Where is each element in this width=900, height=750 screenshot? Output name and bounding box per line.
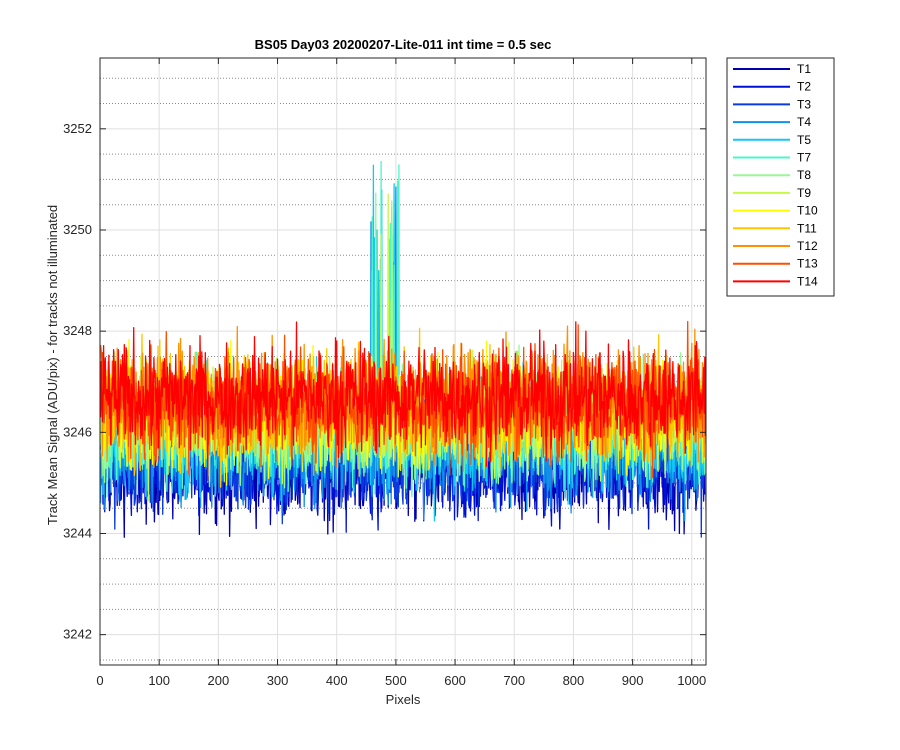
y-tick-labels: 3242 3244 3246 3248 3250 3252	[63, 121, 92, 642]
legend-label: T2	[797, 80, 811, 94]
legend-label: T8	[797, 168, 811, 182]
plot-background	[100, 58, 706, 665]
x-tick-label: 0	[96, 673, 103, 688]
axes	[99, 57, 707, 666]
x-tick-label: 1000	[677, 673, 706, 688]
x-tick-label: 500	[385, 673, 407, 688]
legend-label: T10	[797, 204, 818, 218]
x-axis-label: Pixels	[386, 692, 421, 707]
legend-label: T13	[797, 257, 818, 271]
x-tick-label: 400	[326, 673, 348, 688]
legend-label: T3	[797, 97, 811, 111]
x-tick-label: 700	[503, 673, 525, 688]
x-tick-label: 300	[267, 673, 289, 688]
x-tick-label: 100	[148, 673, 170, 688]
legend-label: T9	[797, 186, 811, 200]
x-tick-labels: 0 100 200 300 400 500 600 700 800 900 1000	[96, 673, 706, 688]
series-line-T14	[100, 321, 706, 482]
chart-title: BS05 Day03 20200207-Lite-011 int time = …	[255, 37, 552, 52]
y-tick-label: 3248	[63, 323, 92, 338]
legend-label: T11	[797, 221, 817, 235]
legend-label: T14	[797, 274, 818, 288]
y-axis-label: Track Mean Signal (ADU/pix) - for tracks…	[45, 205, 60, 525]
x-tick-label: 800	[563, 673, 585, 688]
y-tick-label: 3246	[63, 424, 92, 439]
legend-box	[726, 57, 835, 297]
x-tick-label: 600	[444, 673, 466, 688]
legend-label: T1	[797, 62, 811, 76]
plot-frame	[99, 57, 707, 666]
y-tick-label: 3252	[63, 121, 92, 136]
legend-label: T12	[797, 239, 818, 253]
series-lines	[100, 160, 706, 538]
legend-label: T5	[797, 133, 811, 147]
y-tick-label: 3244	[63, 525, 92, 540]
x-tick-label: 900	[622, 673, 644, 688]
legend-label: T4	[797, 115, 811, 129]
legend: T1 T2 T3 T4 T5 T7 T8 T9 T10 T11 T12 T13 T14	[726, 57, 835, 297]
legend-label: T7	[797, 151, 811, 165]
y-tick-label: 3242	[63, 627, 92, 642]
x-tick-label: 200	[208, 673, 230, 688]
y-tick-label: 3250	[63, 222, 92, 237]
